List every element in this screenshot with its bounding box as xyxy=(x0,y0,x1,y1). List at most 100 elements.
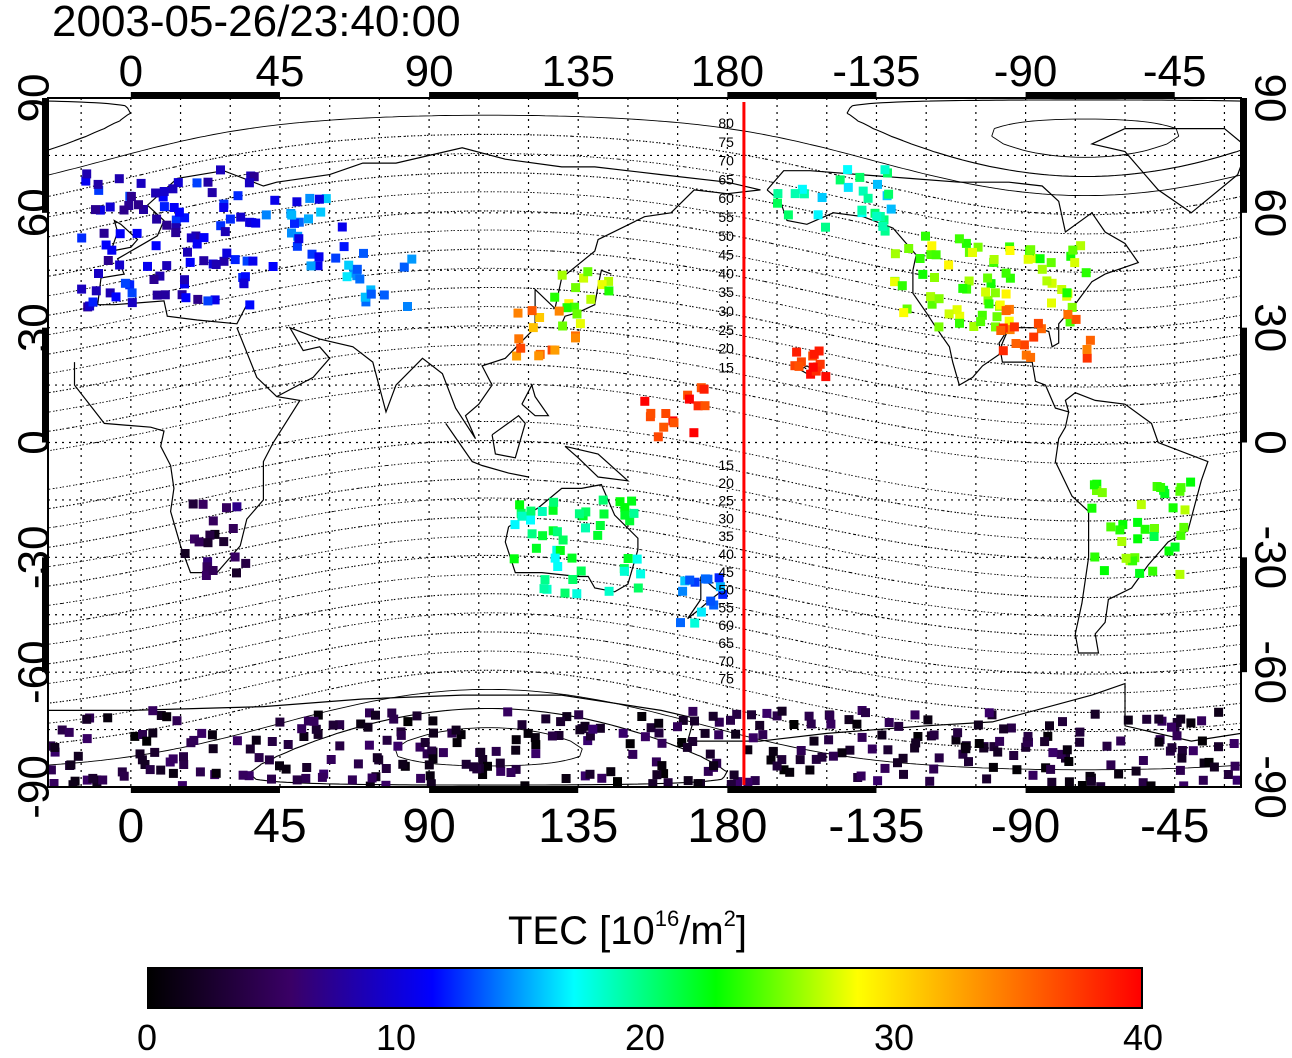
tec-cell xyxy=(290,219,299,228)
tec-cell xyxy=(426,771,435,780)
tec-cell xyxy=(706,597,715,606)
contour-label: 20 xyxy=(718,341,734,357)
tec-cell xyxy=(1141,525,1150,534)
tec-cell xyxy=(852,720,861,729)
tec-cell xyxy=(100,229,109,238)
tec-cell xyxy=(162,221,171,230)
tec-cell xyxy=(821,223,830,232)
tec-cell xyxy=(94,180,103,189)
tec-cell xyxy=(1169,503,1178,512)
tec-cell xyxy=(825,711,834,720)
tec-cell xyxy=(231,553,240,562)
tec-cell xyxy=(864,194,873,203)
tec-cell xyxy=(368,774,377,783)
x-tick-label-bottom: 180 xyxy=(687,800,767,853)
tec-cell xyxy=(1100,566,1109,575)
tec-cell xyxy=(572,589,581,598)
tec-cell xyxy=(868,745,877,754)
tec-cell xyxy=(512,352,521,361)
tec-cell xyxy=(137,179,146,188)
tec-cell xyxy=(795,362,804,371)
contour-label: 60 xyxy=(718,617,734,633)
tec-cell xyxy=(934,322,943,331)
tec-cell xyxy=(999,724,1008,733)
tec-cell xyxy=(531,740,540,749)
tec-cell xyxy=(1167,743,1176,752)
tec-cell xyxy=(353,265,362,274)
tec-cell xyxy=(197,729,206,738)
x-tick-label-top: -135 xyxy=(832,47,920,96)
tec-cell xyxy=(400,263,409,272)
tec-cell xyxy=(726,716,735,725)
tec-cell xyxy=(575,509,584,518)
tec-cell xyxy=(953,728,962,737)
tec-cell xyxy=(773,762,782,771)
tec-cell xyxy=(152,241,161,250)
tec-cell xyxy=(1224,770,1233,779)
tec-cell xyxy=(613,777,622,786)
tec-cell xyxy=(968,248,977,257)
tec-cell xyxy=(121,279,130,288)
contour-label: 80 xyxy=(718,115,734,131)
tec-cell xyxy=(416,774,425,783)
tec-cell xyxy=(600,510,609,519)
x-tick-label-bottom: 135 xyxy=(538,800,618,853)
tec-cell xyxy=(550,346,559,355)
tec-cell xyxy=(397,731,406,740)
tec-cell xyxy=(749,733,758,742)
tec-cell xyxy=(581,523,590,532)
tec-cell xyxy=(208,730,217,739)
tec-cell xyxy=(143,262,152,271)
x-tick-label-bottom: -45 xyxy=(1140,800,1209,853)
tec-cell xyxy=(655,729,664,738)
tec-cell xyxy=(236,213,245,222)
tec-cell xyxy=(252,736,261,745)
tec-cell xyxy=(268,737,277,746)
tec-cell xyxy=(636,569,645,578)
contour-label: 30 xyxy=(718,510,734,526)
tec-cell xyxy=(955,319,964,328)
tec-cell xyxy=(248,257,257,266)
tec-cell xyxy=(571,283,580,292)
x-tick-label-bottom: 0 xyxy=(117,800,144,853)
tec-cell xyxy=(148,729,157,738)
contour-label: 70 xyxy=(718,653,734,669)
tec-cell xyxy=(1047,778,1056,787)
tec-cell xyxy=(684,776,693,785)
contour-label: 25 xyxy=(718,493,734,509)
tec-cell xyxy=(1186,478,1195,487)
tec-cell xyxy=(1199,776,1208,785)
tec-cell xyxy=(670,418,679,427)
tec-cell xyxy=(836,175,845,184)
tec-cell xyxy=(633,555,642,564)
tec-cell xyxy=(193,178,202,187)
x-tick-label-bottom: 45 xyxy=(253,800,306,853)
tec-cell xyxy=(619,729,628,738)
tec-cell xyxy=(83,734,92,743)
tec-cell xyxy=(1214,742,1223,751)
tec-cell xyxy=(452,726,461,735)
tec-cell xyxy=(1197,716,1206,725)
y-tick-label-right: 90 xyxy=(1246,74,1292,123)
frame-bar-bottom xyxy=(727,787,876,793)
tec-cell xyxy=(755,721,764,730)
tec-cell xyxy=(116,229,125,238)
tec-cell xyxy=(338,223,347,232)
tec-cell xyxy=(115,174,124,183)
tec-cell xyxy=(577,567,586,576)
tec-cell xyxy=(315,195,324,204)
tec-cell xyxy=(355,275,364,284)
tec-cell xyxy=(911,738,920,747)
y-tick-label-left: -30 xyxy=(10,526,59,590)
tec-cell xyxy=(878,222,887,231)
tec-cell xyxy=(427,747,436,756)
tec-cell xyxy=(640,397,649,406)
tec-cell xyxy=(797,746,806,755)
tec-cell xyxy=(810,350,819,359)
tec-cell xyxy=(526,516,535,525)
tec-cell xyxy=(162,712,171,721)
tec-cell xyxy=(160,202,169,211)
tec-cell xyxy=(516,344,525,353)
contour-label: 70 xyxy=(718,153,734,169)
colorbar-tick-label: 0 xyxy=(137,1018,157,1058)
